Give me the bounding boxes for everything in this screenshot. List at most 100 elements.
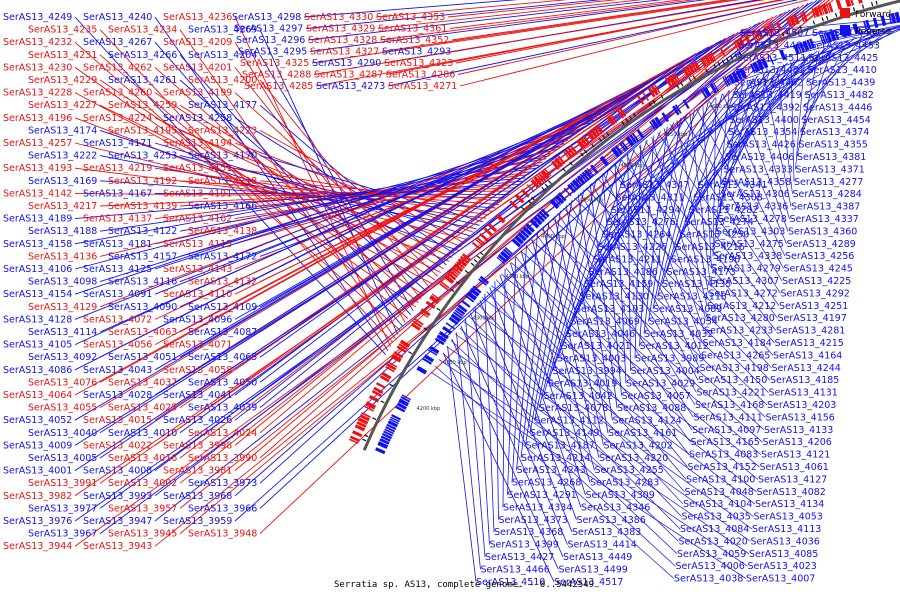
gene-feature — [427, 349, 438, 356]
gene-feature — [728, 73, 736, 85]
gene-label: SerAS13_4051 — [108, 352, 177, 363]
gene-label: SerAS13_4012 — [640, 341, 709, 352]
gene-label: SerAS13_4291 — [508, 490, 577, 501]
connector-line — [442, 352, 676, 567]
gene-feature — [682, 66, 690, 77]
connector-line — [460, 325, 564, 558]
connector-line — [715, 83, 744, 232]
gene-label: SerAS13_4201 — [163, 62, 232, 73]
gene-label: SerAS13_4167 — [83, 188, 152, 199]
gene-label: SerAS13_4166 — [188, 201, 257, 212]
gene-feature — [536, 174, 545, 184]
gc-mark — [476, 255, 481, 259]
gene-label: SerAS13_4261 — [108, 75, 177, 86]
gene-feature — [707, 53, 715, 64]
gene-feature — [616, 109, 625, 119]
gene-feature — [551, 160, 560, 170]
gene-label: SerAS13_4124 — [613, 416, 682, 427]
gene-label: SerAS13_4083 — [689, 450, 758, 461]
gene-feature — [439, 283, 449, 291]
gene-feature — [687, 63, 696, 74]
gene-label: SerAS13_4028 — [83, 390, 152, 401]
gene-label: SerAS13_4284 — [793, 189, 862, 200]
gene-feature — [586, 130, 596, 141]
gene-label: SerAS13_4269 — [188, 25, 257, 36]
gc-mark — [768, 37, 772, 42]
connector-line — [762, 73, 792, 207]
connector-line — [579, 192, 697, 393]
gene-feature — [753, 31, 759, 42]
gene-feature — [365, 401, 377, 410]
gene-feature — [590, 164, 599, 174]
gene-label: SerAS13_4266 — [108, 50, 177, 61]
gene-label: SerAS13_3989 — [635, 354, 704, 365]
gene-label: SerAS13_4214 — [521, 453, 590, 464]
connector-line — [74, 33, 735, 446]
gene-label: SerAS13_4292 — [781, 288, 850, 299]
gene-label: SerAS13_4046 — [566, 329, 635, 340]
gene-label: SerAS13_4078 — [539, 403, 608, 414]
gene-feature — [685, 65, 693, 76]
gene-feature — [393, 351, 404, 359]
gene-feature — [894, 11, 900, 23]
gene-feature — [654, 84, 661, 94]
gene-feature — [543, 168, 552, 177]
gene-feature — [799, 42, 806, 53]
gene-label: SerAS13_4276 — [607, 217, 676, 228]
gene-label: SerAS13_4151 — [163, 163, 232, 174]
tick-label: 4650 kbp — [756, 80, 780, 86]
connector-line — [447, 0, 618, 18]
gene-label: SerAS13_4204 — [188, 50, 257, 61]
gene-feature — [744, 34, 752, 46]
gene-feature — [650, 85, 659, 96]
connector-line — [154, 142, 471, 237]
gene-feature — [436, 334, 447, 343]
gene-feature — [514, 235, 524, 245]
tick-label: 4600 kbp — [709, 104, 733, 110]
connector-line — [675, 72, 766, 248]
connector-line — [179, 155, 480, 226]
gene-label: SerAS13_4103 — [575, 304, 644, 315]
gene-label: SerAS13_4275 — [715, 239, 784, 250]
gene-label: SerAS13_4482 — [805, 90, 874, 101]
gene-feature — [520, 188, 530, 198]
gene-label: SerAS13_4040 — [28, 428, 97, 439]
gene-feature — [386, 423, 397, 430]
gene-feature — [610, 147, 621, 158]
connector-line — [639, 135, 655, 347]
connector-line — [811, 21, 900, 34]
connector-line — [495, 279, 685, 493]
gene-label: SerAS13_4427 — [485, 552, 554, 563]
connector-line — [259, 0, 830, 534]
gene-feature — [434, 337, 445, 346]
gene-feature — [456, 261, 465, 269]
gene-label: SerAS13_4230 — [3, 62, 72, 73]
connector-line — [502, 268, 506, 508]
gc-mark — [408, 351, 413, 355]
gene-label: SerAS13_4257 — [3, 138, 72, 149]
connector-line — [620, 159, 775, 344]
connector-line — [525, 210, 561, 446]
gc-mark — [562, 167, 566, 172]
gene-label: SerAS13_4309 — [586, 490, 655, 501]
gene-feature — [557, 155, 566, 165]
gene-label: SerAS13_4507 — [740, 28, 809, 39]
gene-label: SerAS13_4454 — [802, 115, 871, 126]
gene-label: SerAS13_4231 — [28, 50, 97, 61]
gene-label: SerAS13_4353 — [376, 12, 445, 23]
gene-label: SerAS13_4260 — [83, 88, 152, 99]
gc-mark — [861, 4, 865, 9]
gene-feature — [579, 136, 588, 147]
gene-label: SerAS13_4059 — [677, 549, 746, 560]
gene-label: SerAS13_4306 — [721, 189, 790, 200]
gene-label: SerAS13_4240 — [83, 12, 152, 23]
gene-label: SerAS13_4243 — [517, 465, 586, 476]
gene-label: SerAS13_4188 — [28, 226, 97, 237]
gene-feature — [390, 353, 402, 363]
gene-feature — [625, 136, 635, 147]
reverse-gene-track — [375, 11, 900, 455]
gene-label: SerAS13_3977 — [28, 503, 97, 514]
gc-mark — [541, 186, 545, 191]
